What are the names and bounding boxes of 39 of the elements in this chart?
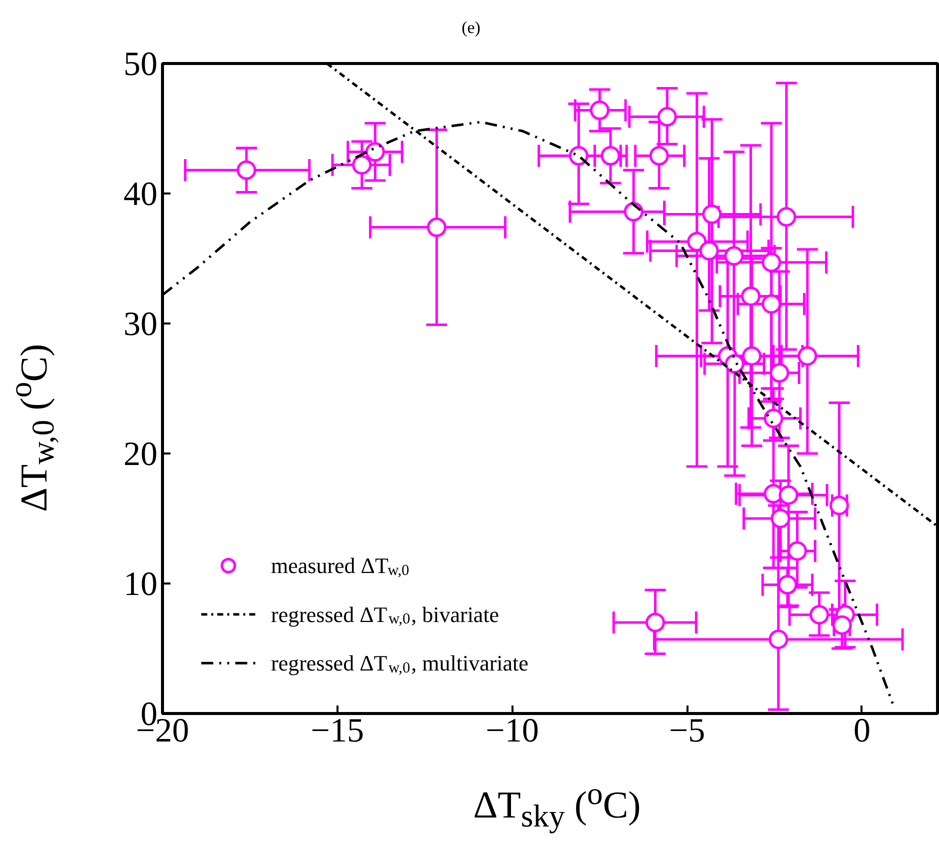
point [724, 246, 744, 266]
point [365, 142, 385, 162]
point [687, 232, 707, 252]
point [768, 630, 788, 650]
point [646, 612, 666, 632]
x-tick-label: 0 [853, 712, 870, 750]
point [568, 146, 588, 166]
point [236, 160, 256, 180]
point [810, 604, 830, 624]
y-tick-label: 30 [124, 306, 158, 343]
point [649, 146, 669, 166]
y-tick-label: 10 [124, 566, 158, 603]
point [778, 485, 798, 505]
point [770, 508, 790, 528]
y-tick-label: 20 [124, 436, 158, 473]
point [352, 155, 372, 175]
point [776, 207, 796, 227]
chart-title: (e) [462, 18, 480, 37]
point [762, 252, 782, 272]
y-tick-label: 50 [124, 46, 158, 83]
point [762, 294, 782, 314]
point [590, 100, 610, 120]
point [764, 408, 784, 428]
point [778, 575, 798, 595]
point [788, 541, 808, 561]
x-tick-label: −5 [669, 712, 706, 750]
point [770, 363, 790, 383]
point [740, 286, 760, 306]
point [724, 354, 744, 374]
point [657, 107, 677, 127]
point [699, 240, 719, 260]
point [426, 218, 446, 238]
point [798, 346, 818, 366]
point [702, 204, 722, 224]
point [742, 346, 762, 366]
x-tick-label: −15 [310, 712, 364, 750]
y-tick-label: 40 [124, 176, 158, 213]
x-tick-label: −10 [486, 712, 539, 750]
x-axis-title: ΔT$_{sky}$ ($^{o}$C) [473, 776, 641, 834]
